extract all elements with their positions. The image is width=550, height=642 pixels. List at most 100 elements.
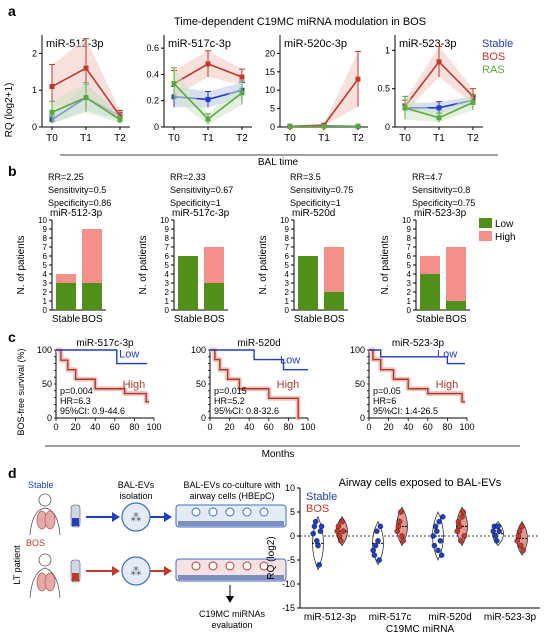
c-mir-520d-ytick-label: 100 bbox=[191, 345, 206, 355]
b-mir-523-3p-ytick-label: 10 bbox=[402, 216, 411, 225]
b-mir-517c-3p-title: miR-517c-3p bbox=[172, 208, 230, 219]
b-mir-512-3p-ytick-label: 3 bbox=[43, 279, 48, 288]
c-mir-517c-3p-high-label: High bbox=[123, 379, 146, 391]
b-mir-520d-ytick-label: 5 bbox=[285, 261, 290, 270]
a-mir-520c-3p-title: miR-520c-3p bbox=[284, 38, 347, 50]
b-mir-523-3p-ytick-label: 6 bbox=[407, 252, 412, 261]
b-mir-512-3p-ytick-label: 9 bbox=[43, 225, 48, 234]
a-mir-523-3p-ytick-label: 0.5 bbox=[377, 84, 390, 94]
b-mir-512-3p-ylabel: N. of patients bbox=[16, 236, 27, 295]
b-mir-512-3p-xtick-label: Stable bbox=[52, 314, 81, 325]
b-mir-517c-3p-xtick-label: BOS bbox=[203, 314, 224, 325]
d-xlabel: C19MC miRNA bbox=[386, 624, 455, 635]
b-mir-523-3p-bos-high-bar bbox=[446, 247, 466, 301]
b-mir-523-3p-stat: Specificity=0.75 bbox=[412, 198, 475, 208]
b-mir-523-3p-ytick-label: 4 bbox=[407, 270, 412, 279]
b-mir-520d-ytick-label: 0 bbox=[285, 306, 290, 315]
b-mir-512-3p-title: miR-512-3p bbox=[50, 208, 103, 219]
b-mir-517c-3p-stat: RR=2.33 bbox=[170, 172, 206, 182]
step2-line1: BAL-EVs co-culture with bbox=[183, 480, 280, 490]
a-mir-512-3p-bos-point bbox=[49, 84, 55, 90]
c-mir-517c-3p-stat: HR=6.3 bbox=[60, 396, 91, 406]
ev-isolation-stable-icon bbox=[121, 502, 151, 532]
b-mir-523-3p-xtick-label: Stable bbox=[416, 314, 445, 325]
d-point-stable bbox=[316, 562, 322, 568]
b-mir-520d-bos-low-bar bbox=[324, 292, 344, 310]
a-mir-523-3p-title: miR-523-3p bbox=[399, 38, 456, 50]
c-mir-523-3p-xtick-label: 0 bbox=[366, 422, 371, 432]
b-mir-523-3p-ytick-label: 1 bbox=[407, 297, 412, 306]
b-mir-517c-3p-bos-high-bar bbox=[204, 247, 224, 283]
b-mir-520d-title: miR-520d bbox=[292, 208, 335, 219]
step1-line2: isolation bbox=[119, 491, 152, 501]
c-mir-517c-3p-high-curve bbox=[56, 349, 150, 403]
b-mir-523-3p-ytick-label: 5 bbox=[407, 261, 412, 270]
d-point-stable bbox=[434, 528, 440, 534]
c-mir-523-3p-ytick-label: 50 bbox=[355, 379, 365, 389]
b-mir-520d-ytick-label: 2 bbox=[285, 288, 290, 297]
b-mir-520d-ytick-label: 7 bbox=[285, 243, 290, 252]
d-point-bos bbox=[335, 523, 342, 530]
b-mir-517c-3p-stable-low-bar bbox=[178, 256, 198, 310]
c-mir-517c-3p-xtick-label: 60 bbox=[110, 422, 120, 432]
a-mir-523-3p-ras-error-band bbox=[405, 94, 473, 123]
a-mir-520c-3p-ytick-label: 10 bbox=[265, 85, 275, 95]
d-point-stable bbox=[437, 538, 444, 544]
b-mir-512-3p-stat: Specificity=0.86 bbox=[48, 198, 111, 208]
c-mir-520d-xtick-label: 80 bbox=[283, 422, 293, 432]
d-point-bos bbox=[395, 523, 402, 530]
b-mir-517c-3p-ytick-label: 4 bbox=[165, 270, 170, 279]
d-point-bos bbox=[458, 538, 464, 544]
d-point-stable bbox=[432, 523, 439, 530]
b-mir-512-3p-bos-high-bar bbox=[82, 229, 102, 283]
d-ytick-label: 0 bbox=[290, 531, 295, 541]
d-point-bos bbox=[454, 528, 460, 534]
d-point-stable bbox=[377, 523, 384, 530]
c-mir-523-3p-ytick-label: 0 bbox=[360, 413, 365, 423]
a-mir-523-3p-ytick-label: 1 bbox=[385, 45, 390, 55]
b-mir-512-3p-stable-low-bar bbox=[56, 283, 76, 310]
c-mir-523-3p-high-label: High bbox=[436, 379, 459, 391]
c-mir-520d-low-curve bbox=[210, 349, 308, 371]
a-mir-517c-3p-ytick-label: 0 bbox=[154, 122, 159, 132]
c-mir-523-3p-title: miR-523-3p bbox=[392, 338, 445, 349]
panel-c-ylabel: BOS-free survival (%) bbox=[16, 348, 26, 435]
c-mir-517c-3p-ytick-label: 100 bbox=[37, 345, 52, 355]
b-mir-523-3p-ytick-label: 2 bbox=[407, 288, 412, 297]
a-mir-512-3p-ytick-label: 2 bbox=[32, 48, 37, 58]
b-mir-512-3p-bos-low-bar bbox=[82, 283, 102, 310]
b-mir-523-3p-ytick-label: 0 bbox=[407, 306, 412, 315]
b-mir-512-3p-ytick-label: 7 bbox=[43, 243, 48, 252]
b-mir-517c-3p-stat: Specificity=1 bbox=[170, 198, 221, 208]
d-ylabel: RQ (log2) bbox=[266, 536, 277, 579]
c-mir-523-3p-stat: 95%CI: 1.4-26.5 bbox=[373, 406, 438, 416]
b-mir-517c-3p-ytick-label: 1 bbox=[165, 297, 170, 306]
panel-c-charts: miR-517c-3p 0 50 100 0 20 40 60 80 100 Low High p=0.… bbox=[37, 338, 475, 432]
c-mir-523-3p-xtick-label: 20 bbox=[384, 422, 394, 432]
d-point-bos bbox=[520, 547, 526, 554]
a-mir-520c-3p-ras-point bbox=[355, 123, 361, 129]
b-mir-523-3p-stat: Sensitivity=0.8 bbox=[412, 185, 470, 195]
d-point-bos bbox=[400, 538, 406, 544]
a-mir-523-3p-xtick-label: T0 bbox=[399, 133, 411, 144]
b-mir-512-3p-ytick-label: 2 bbox=[43, 288, 48, 297]
d-point-stable bbox=[310, 530, 316, 537]
b-mir-523-3p-xtick-label: BOS bbox=[445, 314, 466, 325]
b-mir-523-3p-stable-low-bar bbox=[420, 274, 440, 310]
lt-patient-label: LT patient bbox=[12, 545, 22, 585]
b-mir-517c-3p-bos-low-bar bbox=[204, 283, 224, 310]
d-point-stable bbox=[440, 514, 446, 520]
c-mir-520d-xtick-label: 100 bbox=[300, 422, 315, 432]
a-mir-520c-3p-ytick-label: 0 bbox=[270, 122, 275, 132]
d-point-stable bbox=[495, 523, 501, 530]
c-mir-517c-3p-xtick-label: 0 bbox=[53, 422, 58, 432]
c-mir-523-3p-stat: p=0.05 bbox=[373, 386, 401, 396]
a-mir-520c-3p-ras-point bbox=[321, 123, 327, 129]
d-point-bos bbox=[336, 533, 343, 539]
b-mir-512-3p-stat: RR=2.25 bbox=[48, 172, 84, 182]
b-mir-523-3p-bos-low-bar bbox=[446, 301, 466, 310]
d-point-bos bbox=[515, 533, 522, 539]
a-mir-523-3p-xtick-label: T1 bbox=[433, 133, 445, 144]
